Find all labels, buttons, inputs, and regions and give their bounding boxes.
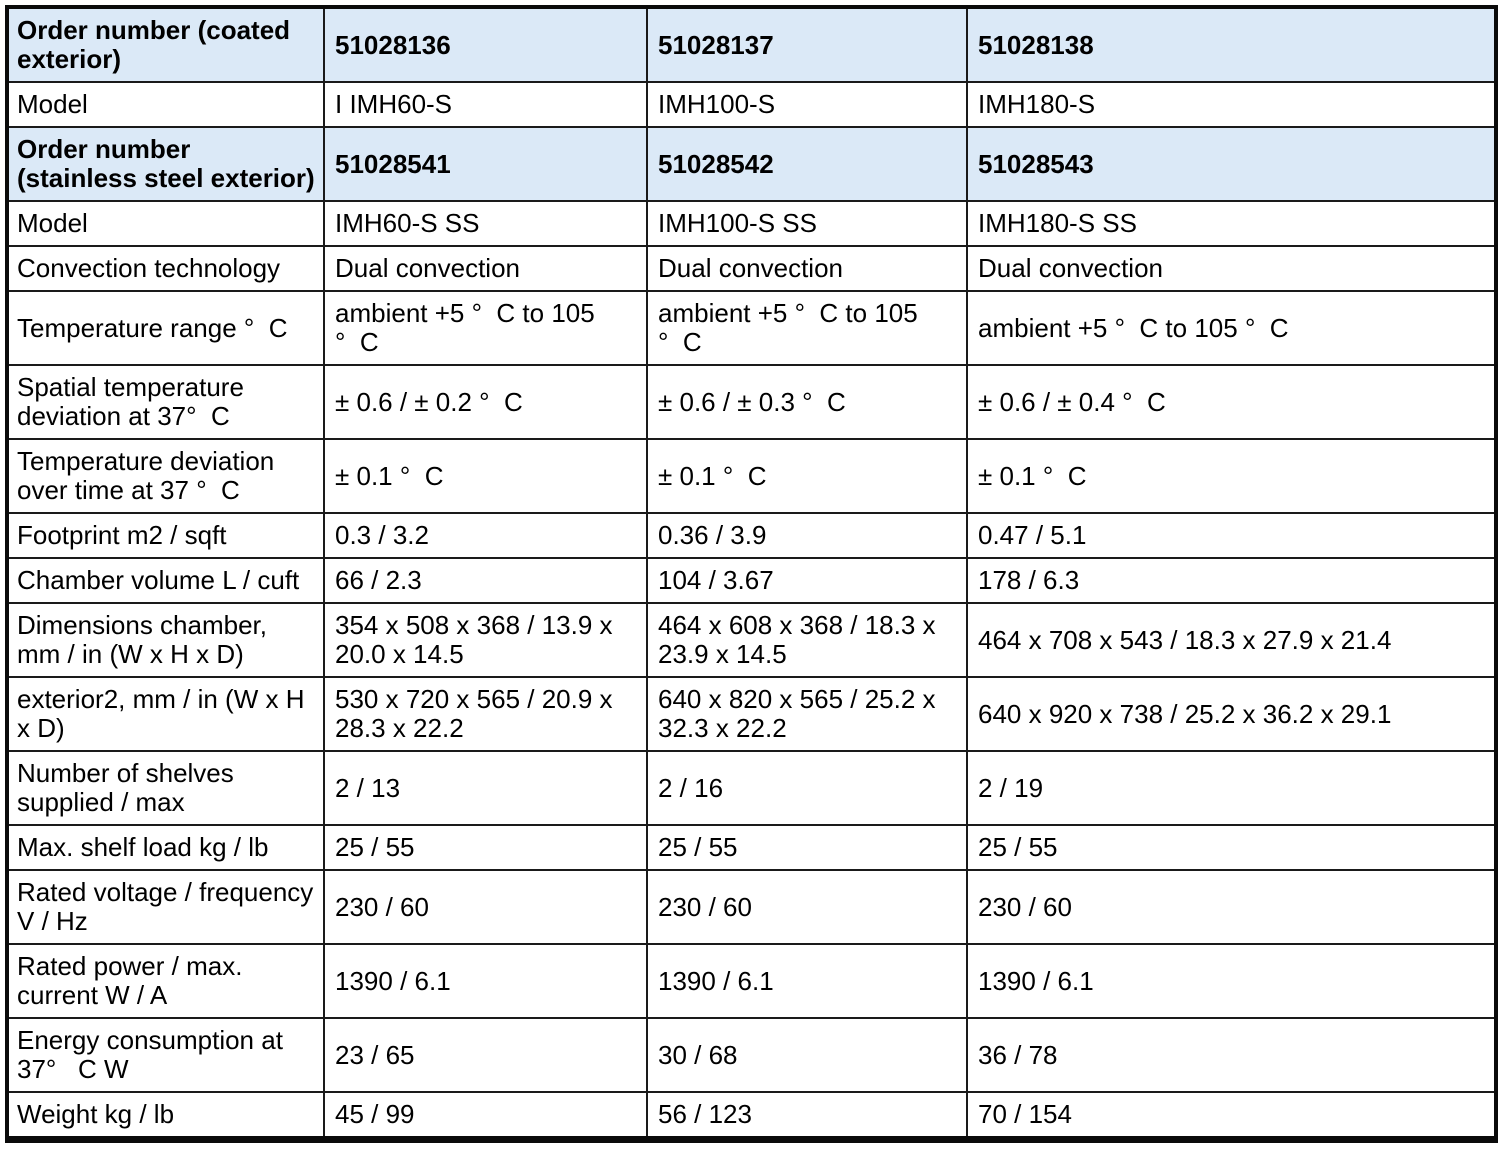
spec-value: 230 / 60 (323, 869, 648, 945)
table-row: Spatial temperature deviation at 37° C ± … (6, 364, 1497, 440)
spec-value: ambient +5 ° C to 105 ° C (966, 290, 1497, 366)
spec-value: 51028542 (646, 126, 968, 202)
row-label: Model (6, 200, 325, 247)
spec-value: 640 x 920 x 738 / 25.2 x 36.2 x 29.1 (966, 676, 1497, 752)
spec-value: 51028541 (323, 126, 648, 202)
spec-value: ± 0.1 ° C (323, 438, 648, 514)
spec-value: 51028136 (323, 6, 648, 83)
table-row: Model IMH60-S SS IMH100-S SS IMH180-S SS (6, 200, 1497, 247)
row-label: Chamber volume L / cuft (6, 557, 325, 604)
row-label: Order number (coated exterior) (6, 6, 325, 83)
spec-value: 30 / 68 (646, 1017, 968, 1093)
row-label: Order number (stainless steel exterior) (6, 126, 325, 202)
row-label: Dimensions chamber, mm / in (W x H x D) (6, 602, 325, 678)
row-label: Temperature deviation over time at 37 ° … (6, 438, 325, 514)
table-row: Dimensions chamber, mm / in (W x H x D) 3… (6, 602, 1497, 678)
spec-value: 2 / 16 (646, 750, 968, 826)
spec-value: ± 0.6 / ± 0.4 ° C (966, 364, 1497, 440)
spec-value: 230 / 60 (646, 869, 968, 945)
table-row: Rated power / max. current W / A 1390 / 6… (6, 943, 1497, 1019)
row-label: Spatial temperature deviation at 37° C (6, 364, 325, 440)
table-row: Order number (coated exterior) 51028136 51… (6, 6, 1497, 83)
spec-value: 1390 / 6.1 (323, 943, 648, 1019)
table-row: Max. shelf load kg / lb 25 / 55 25 / 55 25 … (6, 824, 1497, 871)
spec-value: 36 / 78 (966, 1017, 1497, 1093)
spec-value: 530 x 720 x 565 / 20.9 x 28.3 x 22.2 (323, 676, 648, 752)
spec-value: ambient +5 ° C to 105 ° C (323, 290, 648, 366)
spec-value: 104 / 3.67 (646, 557, 968, 604)
spec-value: IMH180-S (966, 81, 1497, 128)
spec-value: 2 / 13 (323, 750, 648, 826)
table-row: Convection technology Dual convection Dual… (6, 245, 1497, 292)
table-row: Model I IMH60-S IMH100-S IMH180-S (6, 81, 1497, 128)
spec-value: ± 0.1 ° C (646, 438, 968, 514)
row-label: Rated voltage / frequency V / Hz (6, 869, 325, 945)
spec-value: 464 x 608 x 368 / 18.3 x 23.9 x 14.5 (646, 602, 968, 678)
spec-value: 640 x 820 x 565 / 25.2 x 32.3 x 22.2 (646, 676, 968, 752)
table-row: Order number (stainless steel exterior) 5… (6, 126, 1497, 202)
spec-value: ± 0.6 / ± 0.2 ° C (323, 364, 648, 440)
spec-value: ± 0.6 / ± 0.3 ° C (646, 364, 968, 440)
row-label: Number of shelves supplied / max (6, 750, 325, 826)
spec-value: Dual convection (323, 245, 648, 292)
spec-value: 1390 / 6.1 (646, 943, 968, 1019)
spec-value: ± 0.1 ° C (966, 438, 1497, 514)
table-row: Number of shelves supplied / max 2 / 13 2 … (6, 750, 1497, 826)
spec-value: 354 x 508 x 368 / 13.9 x 20.0 x 14.5 (323, 602, 648, 678)
spec-value: 51028543 (966, 126, 1497, 202)
spec-value: 25 / 55 (646, 824, 968, 871)
spec-value: 25 / 55 (966, 824, 1497, 871)
table-row: Footprint m2 / sqft 0.3 / 3.2 0.36 / 3.9 0.… (6, 512, 1497, 559)
spec-value: IMH60-S SS (323, 200, 648, 247)
table-row: exterior2, mm / in (W x H x D) 530 x 720 … (6, 676, 1497, 752)
spec-value: 45 / 99 (323, 1091, 648, 1141)
table-row: Weight kg / lb 45 / 99 56 / 123 70 / 154 (6, 1091, 1497, 1141)
spec-value: 464 x 708 x 543 / 18.3 x 27.9 x 21.4 (966, 602, 1497, 678)
spec-value: ambient +5 ° C to 105 ° C (646, 290, 968, 366)
spec-value: Dual convection (966, 245, 1497, 292)
row-label: Weight kg / lb (6, 1091, 325, 1141)
spec-value: 230 / 60 (966, 869, 1497, 945)
spec-value: I IMH60-S (323, 81, 648, 128)
row-label: Convection technology (6, 245, 325, 292)
row-label: Max. shelf load kg / lb (6, 824, 325, 871)
spec-value: 0.3 / 3.2 (323, 512, 648, 559)
spec-value: 23 / 65 (323, 1017, 648, 1093)
table-row: Rated voltage / frequency V / Hz 230 / 60… (6, 869, 1497, 945)
spec-value: IMH100-S SS (646, 200, 968, 247)
spec-value: 56 / 123 (646, 1091, 968, 1141)
spec-value: 0.36 / 3.9 (646, 512, 968, 559)
spec-table: Order number (coated exterior) 51028136 51… (5, 5, 1498, 1143)
table-row: Temperature deviation over time at 37 ° … (6, 438, 1497, 514)
table-row: Energy consumption at 37° C W 23 / 65 30 /… (6, 1017, 1497, 1093)
spec-value: 51028137 (646, 6, 968, 83)
row-label: Model (6, 81, 325, 128)
row-label: Rated power / max. current W / A (6, 943, 325, 1019)
spec-value: 1390 / 6.1 (966, 943, 1497, 1019)
spec-value: IMH180-S SS (966, 200, 1497, 247)
row-label: Energy consumption at 37° C W (6, 1017, 325, 1093)
row-label: exterior2, mm / in (W x H x D) (6, 676, 325, 752)
spec-value: 66 / 2.3 (323, 557, 648, 604)
spec-value: 25 / 55 (323, 824, 648, 871)
spec-value: IMH100-S (646, 81, 968, 128)
row-label: Footprint m2 / sqft (6, 512, 325, 559)
spec-value: 51028138 (966, 6, 1497, 83)
row-label: Temperature range ° C (6, 290, 325, 366)
table-row: Chamber volume L / cuft 66 / 2.3 104 / 3.6… (6, 557, 1497, 604)
spec-value: 70 / 154 (966, 1091, 1497, 1141)
spec-value: 178 / 6.3 (966, 557, 1497, 604)
spec-value: 2 / 19 (966, 750, 1497, 826)
spec-value: 0.47 / 5.1 (966, 512, 1497, 559)
spec-value: Dual convection (646, 245, 968, 292)
